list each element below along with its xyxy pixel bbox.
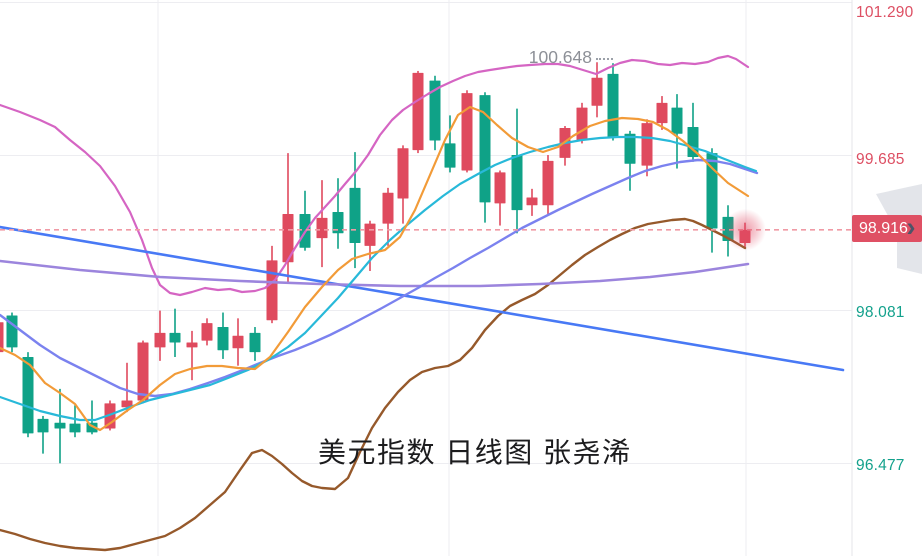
candle	[22, 356, 34, 434]
last-price-tag: 98.916	[852, 215, 922, 242]
candle	[169, 332, 181, 343]
ma-fast	[0, 105, 750, 432]
candle	[382, 192, 394, 224]
candle	[656, 102, 668, 124]
trendline-descending	[0, 225, 845, 372]
candles	[0, 62, 751, 464]
candle	[282, 213, 294, 263]
highest-price-label: 100.648	[528, 47, 592, 67]
overlay-lines	[0, 54, 845, 552]
candle	[316, 217, 328, 239]
candle	[54, 422, 66, 429]
candle	[542, 160, 554, 206]
candle	[201, 323, 213, 341]
highest-price-marker	[596, 58, 613, 60]
candle	[687, 126, 699, 157]
candle	[494, 172, 506, 204]
ma-mid	[0, 135, 758, 422]
y-axis-label: 99.685	[856, 151, 905, 168]
candle	[154, 332, 166, 348]
candle	[186, 342, 198, 348]
candle	[249, 332, 261, 353]
candle	[217, 327, 229, 351]
candle	[364, 223, 376, 246]
chart-title: 美元指数 日线图 张尧浠	[318, 437, 632, 468]
candle	[511, 155, 523, 211]
candle	[121, 400, 133, 408]
candle	[607, 73, 619, 138]
candle	[526, 197, 538, 206]
y-axis-label: 96.477	[856, 457, 905, 474]
candle	[332, 212, 344, 234]
bollinger-upper	[0, 54, 750, 297]
candle	[266, 260, 278, 321]
candle	[641, 123, 653, 166]
candle	[37, 418, 49, 433]
candle	[429, 80, 441, 141]
candle	[576, 107, 588, 141]
candle	[479, 95, 491, 203]
candle	[591, 77, 603, 106]
collapse-axis-chevron-icon[interactable]: ›	[906, 212, 916, 242]
ma-slow	[0, 158, 759, 398]
bollinger-lower	[0, 217, 747, 552]
current-price-glow	[724, 208, 766, 251]
candle	[412, 72, 424, 151]
candle	[0, 322, 4, 353]
candle	[397, 148, 409, 199]
candle	[624, 133, 636, 164]
candle	[232, 335, 244, 349]
y-axis-label: 98.081	[856, 304, 905, 321]
gridlines	[0, 0, 853, 556]
candle	[137, 342, 149, 401]
candle	[349, 187, 361, 243]
candle	[461, 93, 473, 171]
candle	[69, 423, 81, 433]
candle	[671, 107, 683, 134]
trendline-shallow	[0, 259, 750, 288]
y-axis-label: 101.290	[856, 4, 914, 21]
candle	[444, 143, 456, 168]
